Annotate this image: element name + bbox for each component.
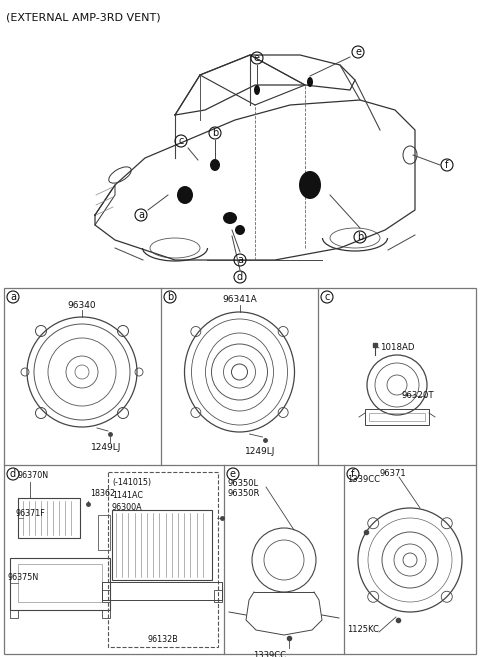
Text: 1339CC: 1339CC bbox=[253, 652, 287, 657]
Text: 96375N: 96375N bbox=[8, 574, 39, 583]
Bar bbox=[112, 510, 212, 580]
Bar bbox=[10, 558, 110, 610]
Text: 96132B: 96132B bbox=[148, 635, 179, 643]
Text: 1249LJ: 1249LJ bbox=[245, 447, 276, 457]
Text: 96371F: 96371F bbox=[16, 509, 46, 518]
Ellipse shape bbox=[223, 212, 237, 224]
Bar bbox=[102, 582, 222, 600]
Text: e: e bbox=[355, 47, 361, 57]
Bar bbox=[365, 409, 429, 425]
Text: (EXTERNAL AMP-3RD VENT): (EXTERNAL AMP-3RD VENT) bbox=[6, 12, 161, 22]
Text: a: a bbox=[138, 210, 144, 220]
Text: 96350L: 96350L bbox=[228, 478, 259, 487]
Ellipse shape bbox=[210, 159, 220, 171]
Text: 96320T: 96320T bbox=[402, 390, 434, 399]
Ellipse shape bbox=[299, 171, 321, 199]
Ellipse shape bbox=[235, 225, 245, 235]
Text: 96300A: 96300A bbox=[112, 503, 143, 512]
Text: 1018AD: 1018AD bbox=[380, 342, 415, 351]
Text: (-141015): (-141015) bbox=[112, 478, 151, 486]
Text: d: d bbox=[237, 272, 243, 282]
Text: e: e bbox=[254, 53, 260, 63]
Text: b: b bbox=[167, 292, 173, 302]
Bar bbox=[108, 472, 218, 647]
Ellipse shape bbox=[177, 186, 193, 204]
Text: 96341A: 96341A bbox=[222, 296, 257, 304]
Text: 96350R: 96350R bbox=[228, 489, 260, 497]
Text: d: d bbox=[10, 469, 16, 479]
Text: c: c bbox=[324, 292, 330, 302]
Text: f: f bbox=[351, 469, 355, 479]
Text: 18362: 18362 bbox=[90, 489, 115, 499]
Bar bbox=[214, 590, 222, 602]
Text: 96370N: 96370N bbox=[18, 472, 49, 480]
Bar bbox=[10, 610, 18, 618]
Bar bbox=[369, 413, 425, 421]
Text: f: f bbox=[445, 160, 449, 170]
Text: 1339CC: 1339CC bbox=[347, 476, 380, 484]
Text: a: a bbox=[10, 292, 16, 302]
Bar bbox=[18, 498, 80, 538]
Ellipse shape bbox=[254, 85, 260, 95]
Text: b: b bbox=[357, 232, 363, 242]
Bar bbox=[4, 288, 476, 654]
Text: 96340: 96340 bbox=[68, 300, 96, 309]
Text: 1249LJ: 1249LJ bbox=[91, 443, 121, 451]
Bar bbox=[98, 515, 110, 550]
Text: 96371: 96371 bbox=[379, 468, 406, 478]
Bar bbox=[18, 564, 102, 602]
Text: e: e bbox=[230, 469, 236, 479]
Text: b: b bbox=[212, 128, 218, 138]
Bar bbox=[102, 590, 110, 602]
Ellipse shape bbox=[307, 77, 313, 87]
Text: 1125KC: 1125KC bbox=[347, 625, 379, 633]
Text: 1141AC: 1141AC bbox=[112, 491, 143, 501]
Bar bbox=[102, 610, 110, 618]
Text: c: c bbox=[178, 136, 184, 146]
Text: a: a bbox=[237, 255, 243, 265]
